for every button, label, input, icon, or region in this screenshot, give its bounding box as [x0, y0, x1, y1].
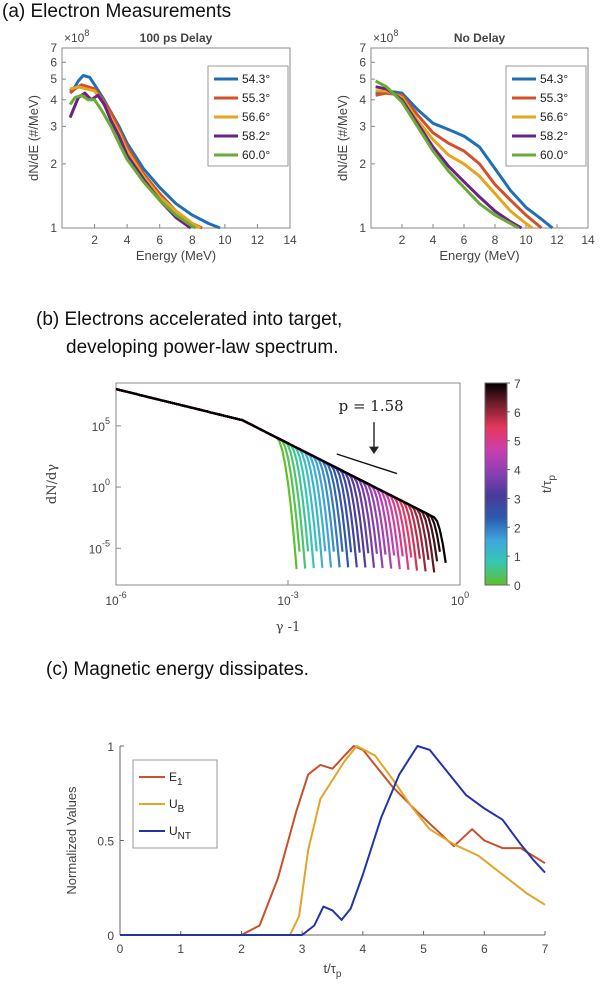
x-axis-label: Energy (MeV) — [439, 248, 519, 263]
x-tick-label: 2 — [238, 942, 245, 956]
y-tick-label: 0 — [107, 929, 114, 943]
x-tick-label: 10-3 — [277, 590, 298, 608]
y-tick-label: 2 — [50, 157, 57, 171]
y-tick-label: 0.5 — [97, 835, 114, 849]
colorbar-tick-label: 4 — [514, 464, 521, 478]
x-tick-label: 0 — [117, 942, 124, 956]
x-tick-label: 12 — [251, 233, 265, 247]
legend-label: 55.3° — [540, 91, 568, 105]
title-a: (a) Electron Measurements — [2, 1, 231, 22]
y-tick-label: 1 — [107, 740, 114, 754]
y-tick-label: 10-5 — [89, 538, 110, 556]
x-tick-label: 14 — [283, 233, 297, 247]
x-tick-label: 6 — [156, 233, 163, 247]
x-tick-label: 10 — [519, 233, 533, 247]
legend-label: 58.2° — [242, 129, 270, 143]
x-tick-label: 12 — [550, 233, 564, 247]
y-multiplier: ×108 — [64, 28, 89, 45]
x-tick-label: 4 — [360, 942, 367, 956]
colorbar-label: t/τp — [539, 475, 558, 493]
series-line — [375, 89, 554, 230]
y-tick-label: 4 — [359, 93, 366, 107]
y-tick-label: 1 — [359, 221, 366, 235]
y-tick-label: 3 — [359, 119, 366, 133]
series-line — [68, 93, 197, 230]
x-tick-label: 7 — [542, 942, 549, 956]
y-tick-label: 6 — [50, 55, 57, 69]
series-line — [120, 745, 546, 936]
annotation-arrow-head — [369, 446, 379, 455]
x-tick-label: 100 — [451, 590, 469, 608]
y-multiplier: ×108 — [373, 28, 398, 45]
chart-title: No Delay — [454, 31, 506, 45]
x-tick-label: 8 — [189, 233, 196, 247]
colorbar — [484, 382, 508, 586]
colorbar-tick-label: 7 — [514, 377, 521, 391]
x-tick-label: 2 — [399, 233, 406, 247]
legend-label: 54.3° — [242, 72, 270, 86]
y-axis-label: dN/dE (#/MeV) — [335, 95, 350, 181]
colorbar-tick-label: 1 — [514, 550, 521, 564]
x-tick-label: 4 — [124, 233, 131, 247]
y-axis-label: Normalized Values — [64, 786, 79, 895]
y-tick-label: 7 — [359, 41, 366, 55]
legend-label: 55.3° — [242, 91, 270, 105]
power-law-fit-line — [336, 453, 398, 475]
x-tick-label: 6 — [481, 942, 488, 956]
legend-label: 60.0° — [242, 148, 270, 162]
legend-label: UNT — [169, 824, 191, 842]
y-tick-label: 2 — [359, 157, 366, 171]
title-b-line2: developing power-law spectrum. — [66, 337, 338, 358]
y-tick-label: 100 — [92, 477, 110, 495]
legend-label: 56.6° — [540, 110, 568, 124]
y-tick-label: 1 — [50, 221, 57, 235]
colorbar-tick-label: 5 — [514, 435, 521, 449]
y-tick-label: 4 — [50, 93, 57, 107]
x-axis-label: t/τp — [324, 961, 342, 980]
spectrum-curve — [115, 388, 447, 563]
y-axis-label: dN/dE (#/MeV) — [26, 95, 41, 181]
x-axis-label: Energy (MeV) — [136, 248, 216, 263]
x-tick-label: 6 — [461, 233, 468, 247]
title-b-line1: (b) Electrons accelerated into target, — [36, 309, 342, 330]
x-tick-label: 2 — [91, 233, 98, 247]
chart-c-normalized: 0 1 2 3 4 5 6 7 0 0.5 1 t/τp Normalized Values E1 UB UN… — [64, 740, 549, 980]
x-tick-label: 5 — [420, 942, 427, 956]
legend-label: 56.6° — [242, 110, 270, 124]
colorbar-tick-label: 2 — [514, 521, 521, 535]
legend-label: E1 — [169, 770, 183, 788]
legend-label: UB — [169, 797, 185, 815]
x-tick-label: 3 — [299, 942, 306, 956]
power-law-annotation: p = 1.58 — [339, 397, 404, 415]
x-tick-label: 10-6 — [105, 590, 126, 608]
y-tick-label: 3 — [50, 119, 57, 133]
chart-b-spectrum: 10-6 10-3 100 105 100 10-5 γ -1 dN/dγ p = 1.58 0 1… — [45, 377, 558, 635]
x-tick-label: 14 — [581, 233, 595, 247]
legend-label: 54.3° — [540, 72, 568, 86]
chart-title: 100 ps Delay — [140, 31, 213, 45]
series-line — [374, 79, 520, 230]
colorbar-tick-label: 6 — [514, 406, 521, 420]
y-tick-label: 5 — [359, 72, 366, 86]
y-tick-label: 6 — [359, 55, 366, 69]
x-tick-label: 4 — [430, 233, 437, 247]
y-axis-label: dN/dγ — [45, 464, 60, 504]
legend-label: 58.2° — [540, 129, 568, 143]
y-tick-label: 5 — [50, 72, 57, 86]
y-tick-label: 105 — [92, 416, 110, 434]
colorbar-tick-label: 3 — [514, 492, 521, 506]
legend-label: 60.0° — [540, 148, 568, 162]
x-tick-label: 10 — [218, 233, 232, 247]
colorbar-tick-label: 0 — [514, 579, 521, 593]
series-line — [120, 745, 546, 936]
x-tick-label: 8 — [492, 233, 499, 247]
series-line — [69, 85, 202, 230]
x-tick-label: 1 — [177, 942, 184, 956]
title-c: (c) Magnetic energy dissipates. — [46, 659, 309, 680]
y-tick-label: 7 — [50, 41, 57, 55]
x-axis-label: γ -1 — [276, 620, 301, 635]
